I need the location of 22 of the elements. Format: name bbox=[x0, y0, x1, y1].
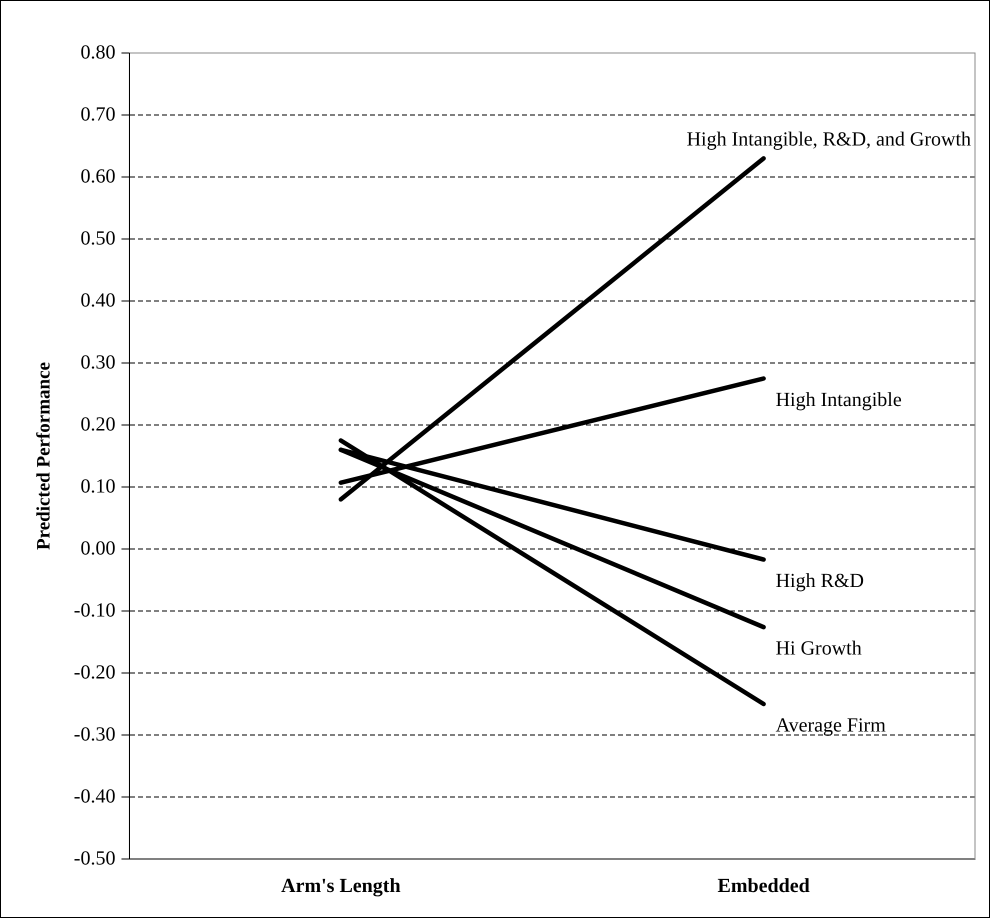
x-tick-label: Embedded bbox=[717, 875, 810, 898]
series-label: High Intangible bbox=[776, 388, 902, 411]
series-label: Hi Growth bbox=[776, 637, 862, 660]
series-label: High R&D bbox=[776, 570, 864, 592]
text: High Intangible, R&D, and Growth bbox=[686, 128, 971, 151]
y-tick-label: 0.70 bbox=[80, 103, 116, 126]
y-tick-label: 0.10 bbox=[80, 475, 116, 498]
y-tick-label: -0.20 bbox=[74, 661, 116, 684]
x-tick-label: Arm's Length bbox=[281, 875, 401, 898]
y-tick-label: 0.00 bbox=[80, 537, 116, 560]
y-tick-label: -0.40 bbox=[74, 785, 116, 808]
y-tick-label: -0.50 bbox=[74, 847, 116, 870]
y-tick-label: 0.60 bbox=[80, 165, 116, 188]
y-tick-label: 0.50 bbox=[80, 227, 116, 250]
y-tick-label: 0.80 bbox=[80, 41, 116, 64]
y-tick-label: -0.30 bbox=[74, 723, 116, 746]
y-axis-title: Predicted Performance bbox=[33, 362, 54, 550]
series-label: Average Firm bbox=[776, 714, 886, 736]
y-tick-label: 0.40 bbox=[80, 289, 116, 312]
y-tick-label: 0.20 bbox=[80, 413, 116, 436]
y-tick-label: 0.30 bbox=[80, 351, 116, 374]
y-tick-label: -0.10 bbox=[74, 599, 116, 622]
